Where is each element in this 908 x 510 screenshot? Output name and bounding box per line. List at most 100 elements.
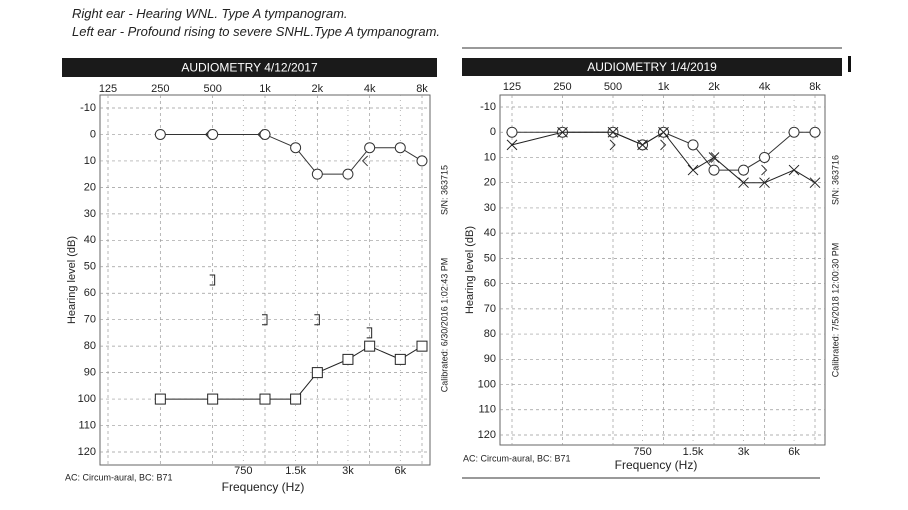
marker-bracket-right: [314, 314, 320, 326]
marker-circle: [154, 128, 166, 140]
x-tick-label: 1.5k: [285, 465, 306, 477]
edge-bar: [848, 56, 851, 72]
marker-square: [290, 393, 302, 405]
marker-angle-right: [761, 164, 768, 176]
marker-cross: [687, 164, 699, 176]
y-tick-label: 40: [84, 234, 96, 246]
x-tick-label: 3k: [342, 465, 354, 477]
marker-angle-left: [204, 129, 212, 140]
x-tick-label: 250: [151, 83, 169, 95]
marker-circle: [788, 126, 800, 138]
x-tick-label: 500: [203, 83, 221, 95]
marker-angle-right: [609, 139, 616, 151]
series-line: [160, 133, 423, 175]
x-tick-label: 125: [503, 81, 521, 93]
x-tick-label: 250: [553, 81, 571, 93]
y-tick-label: 100: [478, 378, 496, 390]
y-tick-label: 120: [78, 446, 96, 458]
x-tick-label: 750: [234, 465, 252, 477]
x-tick-label: 6k: [394, 465, 406, 477]
chart-title: AUDIOMETRY 4/12/2017: [181, 61, 318, 75]
marker-square: [416, 340, 428, 352]
y-tick-label: 60: [84, 287, 96, 299]
marker-square: [394, 353, 406, 365]
y-tick-label: 40: [484, 227, 496, 239]
y-tick-label: -10: [480, 101, 496, 113]
marker-circle: [311, 168, 323, 180]
marker-cross: [658, 126, 669, 138]
y-tick-label: 20: [484, 177, 496, 189]
marker-circle: [687, 139, 699, 151]
y-tick-label: 50: [484, 252, 496, 264]
y-tick-label: 80: [84, 340, 96, 352]
marker-circle: [259, 128, 271, 140]
y-tick-label: 0: [490, 126, 496, 138]
y-tick-label: 110: [478, 404, 496, 416]
y-tick-label: 50: [84, 261, 96, 273]
y-tick-label: 110: [78, 419, 96, 431]
x-axis-label: Frequency (Hz): [615, 458, 698, 472]
x-tick-label: 1.5k: [683, 446, 704, 458]
marker-cross: [759, 177, 770, 189]
x-tick-label: 1k: [259, 83, 271, 95]
marker-square: [259, 393, 271, 405]
marker-square: [342, 353, 354, 365]
y-tick-label: 30: [484, 202, 496, 214]
marker-cross: [557, 126, 568, 138]
x-tick-label: 2k: [312, 83, 324, 95]
marker-bracket-right: [366, 327, 373, 339]
marker-circle: [207, 128, 219, 140]
marker-circle: [809, 126, 821, 138]
serial-number: S/N: 363716: [830, 155, 840, 205]
x-tick-label: 125: [99, 83, 117, 95]
marker-square: [364, 340, 376, 352]
x-tick-label: 4k: [759, 81, 771, 93]
marker-angle-right: [710, 152, 717, 163]
y-axis-label: Hearing level (dB): [66, 236, 78, 324]
title-bar: [62, 58, 437, 77]
x-tick-label: 3k: [738, 446, 750, 458]
y-tick-label: -10: [80, 102, 96, 114]
marker-circle: [364, 142, 376, 154]
serial-number: S/N: 363715: [439, 165, 449, 215]
marker-bracket-right: [209, 274, 216, 286]
y-tick-label: 60: [484, 278, 496, 290]
marker-circle: [506, 126, 518, 138]
y-tick-label: 80: [484, 328, 496, 340]
y-tick-label: 0: [90, 128, 96, 140]
marker-cross: [637, 139, 648, 151]
marker-circle: [759, 151, 770, 163]
marker-cross: [607, 126, 619, 138]
marker-cross: [788, 164, 800, 176]
y-tick-label: 120: [478, 429, 496, 441]
marker-circle: [342, 168, 354, 180]
marker-circle: [416, 155, 428, 167]
marker-circle: [708, 164, 720, 176]
x-tick-label: 4k: [364, 83, 376, 95]
y-axis-label: Hearing level (dB): [464, 226, 476, 314]
y-tick-label: 10: [84, 155, 96, 167]
y-tick-label: 100: [78, 393, 96, 405]
marker-angle-left: [257, 129, 264, 140]
y-tick-label: 70: [484, 303, 496, 315]
marker-circle: [394, 142, 406, 154]
marker-cross: [738, 177, 749, 189]
marker-angle-right: [660, 139, 667, 151]
y-tick-label: 90: [84, 367, 96, 379]
plot-frame: [499, 94, 826, 446]
y-tick-label: 20: [84, 181, 96, 193]
calibration: Calibrated: 6/30/2016 1:02:43 PM: [439, 258, 449, 393]
x-tick-label: 750: [633, 446, 651, 458]
x-axis-label: Frequency (Hz): [222, 480, 305, 494]
marker-cross: [809, 177, 821, 189]
footnote: AC: Circum-aural, BC: B71: [65, 472, 173, 482]
calibration: Calibrated: 7/5/2018 12:00:30 PM: [830, 243, 840, 378]
marker-cross: [708, 152, 720, 163]
chart-title: AUDIOMETRY 1/4/2019: [587, 60, 717, 74]
marker-circle: [738, 164, 750, 176]
note-line: Right ear - Hearing WNL. Type A tympanog…: [72, 6, 348, 21]
footnote: AC: Circum-aural, BC: B71: [463, 453, 571, 463]
note-line: Left ear - Profound rising to severe SNH…: [72, 24, 441, 39]
